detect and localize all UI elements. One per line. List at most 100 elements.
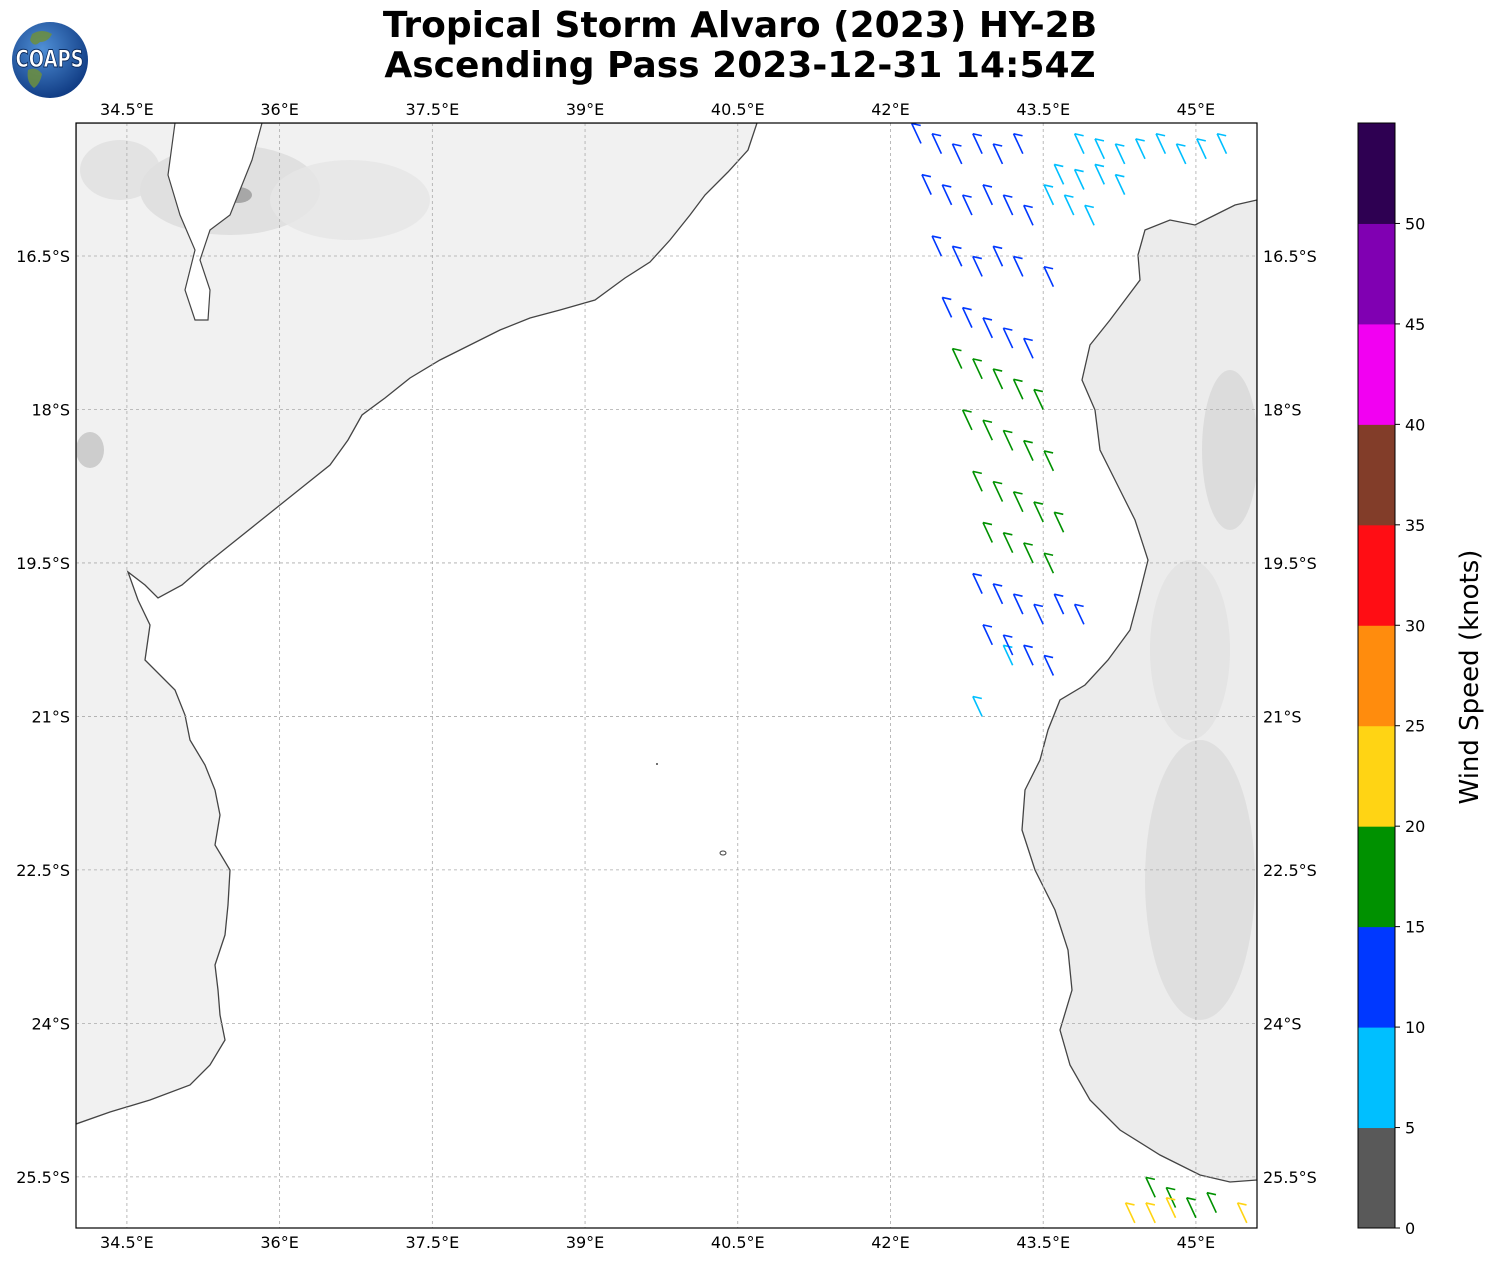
lon-tick-label-top: 45°E	[1177, 100, 1215, 119]
barb-feather	[1023, 439, 1033, 444]
chart-title: Tropical Storm Alvaro (2023) HY-2B Ascen…	[240, 6, 1240, 86]
barb-staff	[1084, 205, 1095, 226]
wind-barb	[1002, 634, 1014, 656]
barb-feather	[993, 245, 1003, 250]
lon-tick-label-top: 39°E	[566, 100, 604, 119]
barb-staff	[1053, 164, 1065, 185]
barb-feather	[952, 347, 962, 352]
wind-barb	[1033, 501, 1044, 523]
wind-barb	[1094, 138, 1106, 160]
wind-barb	[961, 306, 973, 328]
wind-barb	[982, 184, 994, 206]
colorbar-segment	[1358, 123, 1395, 224]
barb-feather	[1176, 143, 1186, 147]
wind-barb	[982, 317, 994, 339]
wind-barb	[982, 419, 994, 441]
barb-feather	[972, 695, 982, 700]
lat-tick-label-right: 18°S	[1263, 400, 1302, 419]
wind-barb	[1073, 132, 1085, 155]
barb-staff	[1022, 644, 1034, 666]
barb-staff	[1002, 634, 1014, 656]
colorbar-label: Wind Speed (knots)	[1455, 550, 1485, 805]
barb-staff	[972, 358, 983, 380]
gridlines	[76, 123, 1257, 1228]
barb-feather	[1186, 1197, 1196, 1201]
barb-feather	[1206, 1191, 1217, 1196]
barb-staff	[1033, 389, 1044, 410]
barb-staff	[982, 624, 994, 646]
barb-feather	[1033, 388, 1044, 393]
barb-feather	[1003, 194, 1013, 198]
lon-tick-label-bottom: 37.5°E	[405, 1233, 459, 1252]
wind-speed-colorbar: 0 5 10 15 20 25 30 35 40 45 50	[1357, 122, 1425, 1238]
wind-barb	[941, 296, 953, 318]
barb-staff	[1012, 491, 1024, 513]
barb-staff	[1216, 133, 1228, 155]
lon-tick-label-top: 34.5°E	[100, 100, 154, 119]
barb-staff	[1114, 143, 1126, 165]
barb-feather	[1074, 603, 1084, 608]
barb-feather	[1135, 138, 1145, 142]
barb-staff	[972, 256, 983, 277]
barb-staff	[1043, 266, 1055, 288]
barb-staff	[1022, 205, 1034, 226]
wind-barb	[982, 624, 994, 646]
barb-feather	[1013, 491, 1023, 495]
barb-feather	[942, 184, 952, 188]
barb-feather	[1074, 132, 1084, 137]
barb-staff	[1124, 1202, 1136, 1224]
lon-tick-label-top: 36°E	[260, 100, 298, 119]
barb-staff	[1165, 1187, 1177, 1208]
wind-barb	[1043, 450, 1055, 472]
barb-staff	[1073, 133, 1085, 155]
title-line-2: Ascending Pass 2023-12-31 14:54Z	[384, 45, 1096, 86]
barb-feather	[1054, 511, 1064, 516]
barb-staff	[982, 419, 994, 441]
barb-staff	[982, 184, 994, 206]
colorbar-tick-label: 30	[1405, 616, 1425, 635]
barb-feather	[1003, 532, 1013, 536]
colorbar-tick-label: 0	[1405, 1219, 1415, 1238]
relief-shade	[76, 432, 104, 468]
colorbar-segment	[1358, 524, 1395, 626]
wind-barb	[982, 521, 994, 543]
barb-feather	[1155, 132, 1166, 137]
wind-barb	[1002, 327, 1014, 349]
barb-staff	[972, 696, 983, 717]
barb-staff	[1043, 184, 1055, 206]
wind-barb	[951, 143, 963, 165]
wind-barb	[1002, 532, 1014, 554]
lon-tick-label-top: 43.5°E	[1016, 100, 1070, 119]
barb-staff	[1114, 174, 1126, 195]
wind-barb	[961, 409, 973, 431]
lat-tick-label-left: 19.5°S	[16, 554, 70, 573]
barb-staff	[951, 348, 963, 369]
wind-barb	[941, 184, 953, 206]
colorbar-segment	[1358, 826, 1395, 928]
wind-barb	[1165, 1186, 1177, 1208]
map-frame	[75, 122, 1258, 1229]
colorbar-segment	[1358, 926, 1395, 1028]
wind-barb	[972, 695, 983, 717]
wind-barb	[1033, 603, 1044, 625]
barb-feather	[972, 132, 982, 137]
wind-barb	[1012, 255, 1024, 277]
wind-barb	[911, 123, 922, 144]
barb-staff	[1002, 644, 1014, 666]
lat-labels-left: 16.5°S 18°S 19.5°S 21°S 22.5°S 24°S 25.5°S	[16, 247, 70, 1187]
wind-barb	[1012, 491, 1024, 513]
barb-staff	[1033, 501, 1044, 523]
barb-feather	[1013, 255, 1023, 260]
barb-staff	[931, 235, 943, 257]
wind-barb	[1063, 194, 1075, 216]
wind-barb	[1206, 1191, 1218, 1213]
barb-staff	[1022, 542, 1034, 564]
barb-feather	[1043, 184, 1054, 188]
barb-staff	[1012, 378, 1024, 400]
wind-barb	[992, 245, 1004, 267]
barb-feather	[931, 235, 942, 239]
barb-feather	[1013, 593, 1023, 597]
colorbar-tick-label: 40	[1405, 415, 1425, 434]
barb-feather	[962, 306, 972, 311]
wind-barb	[1155, 132, 1167, 155]
